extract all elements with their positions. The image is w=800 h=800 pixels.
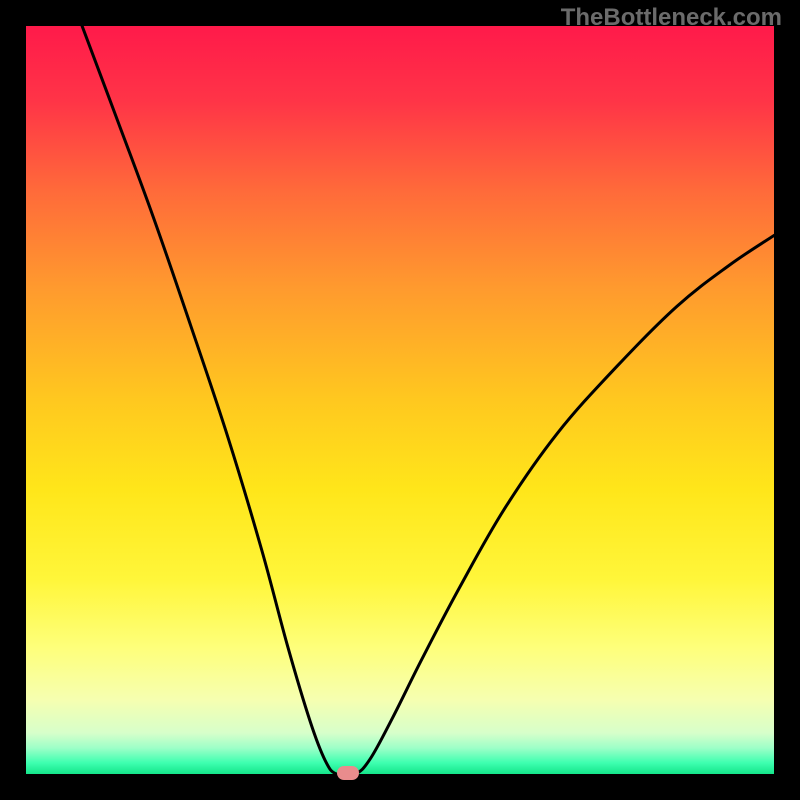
plot-area bbox=[26, 26, 774, 774]
min-point-marker bbox=[337, 766, 359, 780]
watermark-text: TheBottleneck.com bbox=[561, 4, 782, 32]
chart-container: TheBottleneck.com bbox=[0, 0, 800, 800]
curve-line bbox=[26, 26, 774, 774]
